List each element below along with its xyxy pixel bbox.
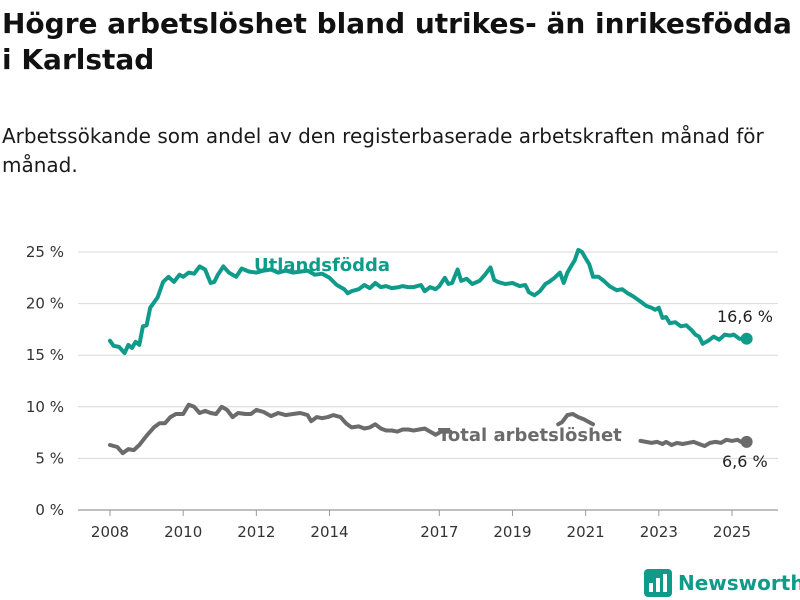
x-tick-label: 2014 [310,523,348,541]
x-axis-labels: 2008 2010 2012 2014 2017 2019 2021 2023 2025 [91,523,751,541]
y-tick-label: 5 % [35,449,64,467]
y-tick-label: 0 % [35,501,64,519]
y-tick-label: 15 % [26,346,64,364]
x-tick-label: 2008 [91,523,129,541]
x-tick-label: 2012 [237,523,275,541]
series-line-total [108,402,453,456]
chart-title: Högre arbetslöshet bland utrikes- än inr… [2,7,792,76]
end-point-utlandsfodda [740,332,753,345]
bar-chart-logo-icon [644,569,672,597]
y-tick-label: 10 % [26,398,64,416]
end-point-total [740,435,753,448]
series-lines [108,247,753,456]
x-tick-label: 2025 [713,523,751,541]
x-axis [78,509,778,516]
brand-name: Newsworthy [678,571,800,595]
x-tick-label: 2019 [493,523,531,541]
series-label-utlandsfodda: Utlandsfödda [254,255,390,276]
chart-subtitle: Arbetssökande som andel av den registerb… [2,124,764,177]
x-tick-label: 2017 [420,523,458,541]
newsworthy-logo[interactable]: Newsworthy [644,568,800,598]
y-tick-label: 25 % [26,243,64,261]
series-line-total-part [556,412,595,427]
end-value-total: 6,6 % [722,452,768,471]
gridlines [78,251,778,459]
end-value-utlandsfodda: 16,6 % [717,307,773,326]
x-tick-label: 2010 [164,523,202,541]
series-line-utlandsfodda [108,247,749,356]
y-tick-label: 20 % [26,295,64,313]
y-axis-labels: 0 % 5 % 10 % 15 % 20 % 25 % [26,243,64,519]
series-line-total-part [638,437,749,448]
x-tick-label: 2021 [567,523,605,541]
series-label-total: Total arbetslöshet [438,425,622,446]
x-tick-label: 2023 [640,523,678,541]
